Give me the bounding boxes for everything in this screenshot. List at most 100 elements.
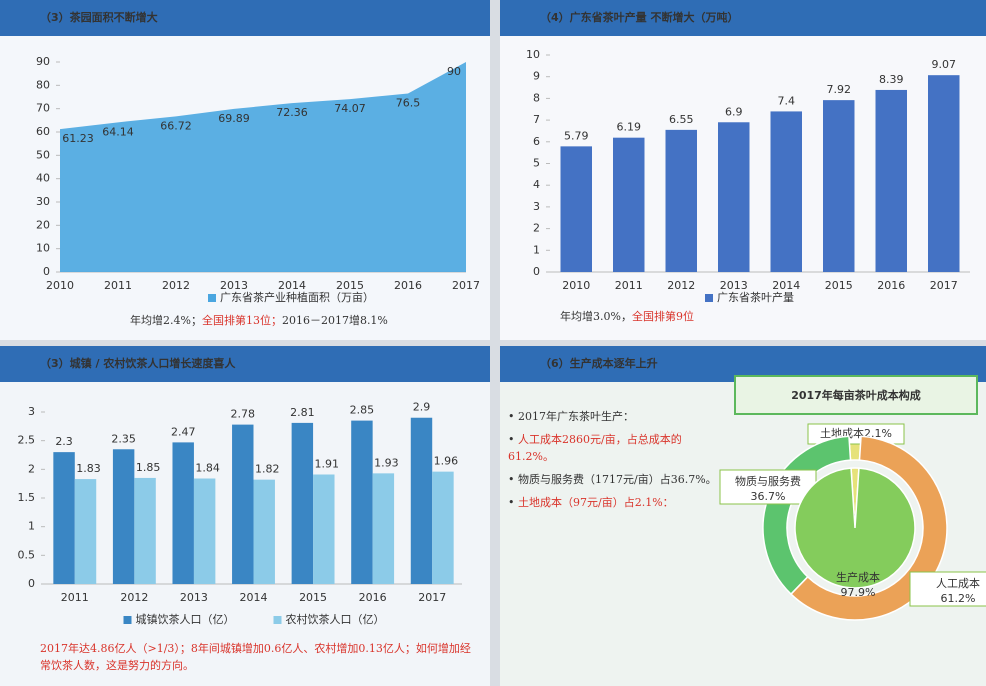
bar — [432, 471, 454, 584]
y-tick-label: 30 — [36, 195, 50, 208]
data-label: 76.5 — [396, 97, 421, 110]
segment-label: 人工成本 61.2% — [936, 576, 980, 605]
data-label: 2.81 — [290, 406, 315, 419]
y-tick-label: 1 — [28, 520, 35, 533]
segment-label: 土地成本2.1% — [820, 426, 892, 440]
data-label: 90 — [447, 65, 461, 78]
y-tick-label: 8 — [533, 91, 540, 104]
donut-segment — [789, 435, 948, 621]
data-label: 2.9 — [413, 401, 431, 414]
data-label: 1.96 — [434, 455, 459, 468]
note-text: 土地成本（97元/亩）占2.1%： — [508, 494, 718, 511]
y-tick-label: 9 — [533, 70, 540, 83]
y-tick-label: 1.5 — [18, 491, 36, 504]
data-label: 8.39 — [879, 73, 904, 86]
legend-label: 广东省茶叶产量 — [717, 290, 794, 304]
note-box: 2017年达4.86亿人（>1/3）；8年间城镇增加0.6亿人、农村增加0.13… — [40, 642, 471, 673]
x-tick-label: 2011 — [104, 279, 132, 292]
segment-label: 物质与服务费 36.7% — [735, 474, 801, 503]
segment-name: 生产成本 — [836, 570, 880, 584]
x-tick-label: 2017 — [452, 279, 480, 292]
data-label: 6.19 — [617, 121, 642, 134]
bar — [313, 474, 335, 584]
y-tick-label: 2.5 — [18, 434, 36, 447]
y-tick-label: 3 — [28, 405, 35, 418]
note: 2017年广东茶叶生产： 人工成本2860元/亩，占总成本的61.2%。物质与服务… — [508, 408, 718, 511]
x-tick-label: 2013 — [220, 279, 248, 292]
y-tick-label: 20 — [36, 218, 50, 231]
y-tick-label: 50 — [36, 148, 50, 161]
x-tick-label: 2014 — [240, 591, 268, 604]
bar — [351, 420, 373, 584]
bar — [74, 479, 97, 584]
y-tick-label: 10 — [36, 242, 50, 255]
y-tick-label: 40 — [36, 172, 50, 185]
segment-name: 土地成本 — [820, 426, 864, 440]
legend-swatch — [123, 616, 132, 624]
y-tick-label: 10 — [526, 48, 540, 61]
y-tick-label: 2 — [28, 462, 35, 475]
legend-swatch — [273, 616, 282, 624]
note: 年均增2.4%；全国排第13位；2016－2017增8.1% — [130, 312, 470, 329]
data-label: 1.84 — [195, 462, 220, 475]
bar — [53, 452, 75, 584]
segment-name: 物质与服务费 — [735, 474, 801, 488]
data-label: 7.4 — [778, 94, 796, 107]
note-text: 2016－2017增8.1% — [281, 314, 388, 327]
bar — [112, 449, 135, 584]
x-tick-label: 2012 — [667, 279, 695, 292]
subtitle: 2017年每亩茶叶成本构成 — [791, 388, 921, 402]
bar — [665, 129, 697, 272]
y-tick-label: 0 — [28, 577, 35, 590]
data-label: 1.93 — [374, 456, 399, 469]
data-label: 72.36 — [276, 106, 308, 119]
x-tick-label: 2011 — [615, 279, 643, 292]
data-label: 2.3 — [55, 435, 73, 448]
y-tick-label: 0.5 — [18, 548, 36, 561]
bar — [875, 89, 907, 272]
note-text: 2017年达4.86亿人（>1/3）；8年间城镇增加0.6亿人、农村增加0.13… — [40, 642, 471, 673]
segment-value: 36.7% — [751, 490, 786, 503]
bar — [928, 75, 960, 272]
data-label: 66.72 — [160, 119, 192, 132]
y-tick-label: 3 — [533, 200, 540, 213]
data-label: 2.47 — [171, 425, 196, 438]
data-label: 64.14 — [102, 125, 134, 138]
legend-swatch — [208, 294, 216, 302]
bar — [232, 424, 254, 584]
x-tick-label: 2011 — [61, 591, 89, 604]
slide-header — [0, 346, 490, 382]
bar — [823, 100, 855, 272]
data-label: 6.55 — [669, 113, 694, 126]
data-label: 5.79 — [564, 129, 589, 142]
data-label: 2.35 — [111, 432, 136, 445]
x-tick-label: 2010 — [562, 279, 590, 292]
note-text: 人工成本2860元/亩，占总成本的61.2%。 — [508, 431, 718, 465]
x-tick-label: 2016 — [359, 591, 387, 604]
bar — [372, 473, 395, 584]
x-tick-label: 2013 — [180, 591, 208, 604]
note-text: 物质与服务费（1717元/亩）占36.7%。 — [508, 471, 718, 488]
data-label: 61.23 — [62, 132, 94, 145]
slide-header — [0, 0, 490, 36]
note-box: 2017年广东茶叶生产： 人工成本2860元/亩，占总成本的61.2%。物质与服务… — [508, 408, 718, 568]
y-tick-label: 80 — [36, 78, 50, 91]
slide-title: （3）茶园面积不断增大 — [40, 10, 158, 24]
bar — [770, 111, 802, 272]
bar — [560, 146, 592, 272]
subtitle-box — [734, 375, 978, 415]
note-text: 年均增3.0%， — [560, 310, 632, 323]
legend-label: 城镇饮茶人口（亿） — [136, 612, 235, 626]
label-box — [719, 469, 817, 505]
x-tick-label: 2016 — [394, 279, 422, 292]
x-tick-label: 2015 — [336, 279, 364, 292]
x-tick-label: 2017 — [930, 279, 958, 292]
bar — [172, 442, 194, 584]
segment-name: 人工成本 — [936, 576, 980, 590]
bar — [193, 478, 216, 584]
area — [60, 62, 466, 272]
y-tick-label: 7 — [533, 113, 540, 126]
bar — [253, 479, 275, 584]
y-tick-label: 60 — [36, 125, 50, 138]
